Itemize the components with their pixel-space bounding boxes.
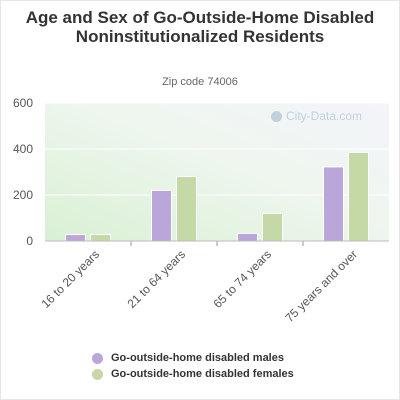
watermark-icon: [271, 110, 282, 122]
y-tick-label: 0: [26, 234, 33, 248]
bar-males: [323, 166, 344, 242]
watermark: City-Data.com: [271, 109, 362, 123]
x-tick-label: 16 to 20 years: [38, 247, 102, 311]
chart-title: Age and Sex of Go-Outside-Home Disabled …: [25, 8, 375, 46]
y-tick-label: 600: [13, 96, 33, 110]
x-tick-label: 75 years and over: [282, 247, 360, 325]
bar-males: [65, 234, 86, 242]
bar-females: [262, 212, 283, 242]
bar-females: [176, 176, 197, 242]
y-tick-label: 200: [13, 188, 33, 202]
x-tick-label: 21 to 64 years: [124, 247, 188, 311]
legend-item-males: Go-outside-home disabled males: [92, 350, 294, 366]
bar-males: [237, 232, 258, 242]
legend: Go-outside-home disabled males Go-outsid…: [92, 350, 294, 382]
y-tick-label: 400: [13, 142, 33, 156]
bar-males: [151, 189, 172, 242]
bar-females: [90, 234, 111, 242]
chart-subtitle: Zip code 74006: [162, 76, 238, 88]
watermark-text: City-Data.com: [286, 109, 363, 123]
legend-item-females: Go-outside-home disabled females: [92, 366, 294, 382]
legend-label-males: Go-outside-home disabled males: [111, 352, 284, 364]
legend-swatch-females: [92, 368, 103, 380]
bar-females: [348, 151, 369, 242]
x-tick-label: 65 to 74 years: [210, 247, 274, 311]
legend-swatch-males: [92, 352, 103, 364]
legend-label-females: Go-outside-home disabled females: [111, 368, 294, 380]
